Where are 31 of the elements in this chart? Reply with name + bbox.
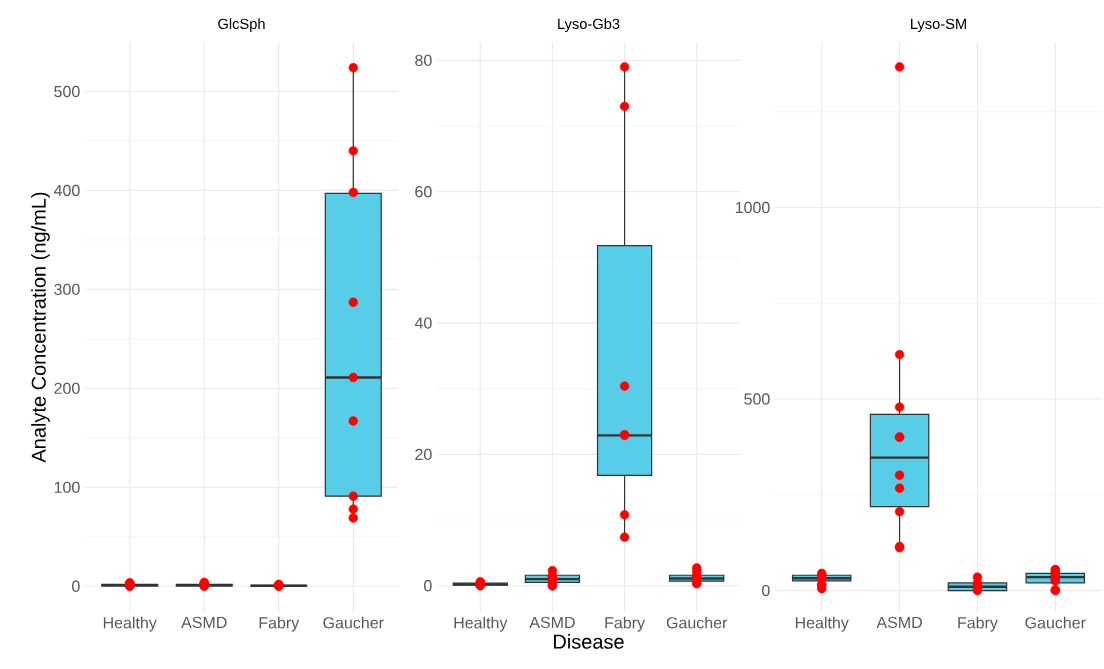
- y-tick-label: 0: [424, 580, 432, 592]
- x-tick-label: Fabry: [605, 616, 645, 632]
- y-tick-label: 500: [744, 393, 770, 405]
- x-tick-label: Gaucher: [323, 616, 384, 629]
- y-tick-label: 20: [415, 448, 432, 461]
- x-axis-title: Disease: [554, 634, 624, 649]
- x-tick-label: Gaucher: [1025, 616, 1086, 629]
- y-tick-label: 400: [53, 184, 80, 197]
- x-tick-label: ASMD: [181, 616, 227, 629]
- y-tick-label: 80: [415, 54, 432, 67]
- x-tick-label: Gaucher: [666, 616, 728, 629]
- x-tick-label: Healthy: [103, 616, 157, 632]
- y-axis-title: Analyte Concentration (ng/mL): [31, 192, 50, 463]
- y-tick-label: 1000: [735, 201, 770, 214]
- chart-title: GlcSph: [218, 18, 265, 32]
- y-tick-label: 200: [54, 382, 80, 395]
- y-tick-label: 0: [72, 580, 80, 592]
- x-tick-label: ASMD: [529, 616, 575, 629]
- x-tick-label: Healthy: [454, 616, 508, 632]
- y-tick-label: 40: [414, 317, 432, 329]
- y-tick-label: 300: [54, 283, 80, 296]
- x-tick-label: Healthy: [795, 616, 849, 632]
- chart-title: Lyso-Gb3: [558, 18, 620, 32]
- x-tick-label: Fabry: [259, 616, 300, 632]
- x-tick-label: ASMD: [876, 616, 922, 629]
- y-tick-label: 60: [415, 186, 432, 198]
- y-tick-label: 0: [762, 584, 770, 597]
- y-tick-label: 500: [54, 85, 80, 98]
- chart-title: Lyso-SM: [911, 18, 966, 32]
- x-tick-label: Fabry: [958, 616, 998, 632]
- y-tick-label: 100: [54, 481, 80, 493]
